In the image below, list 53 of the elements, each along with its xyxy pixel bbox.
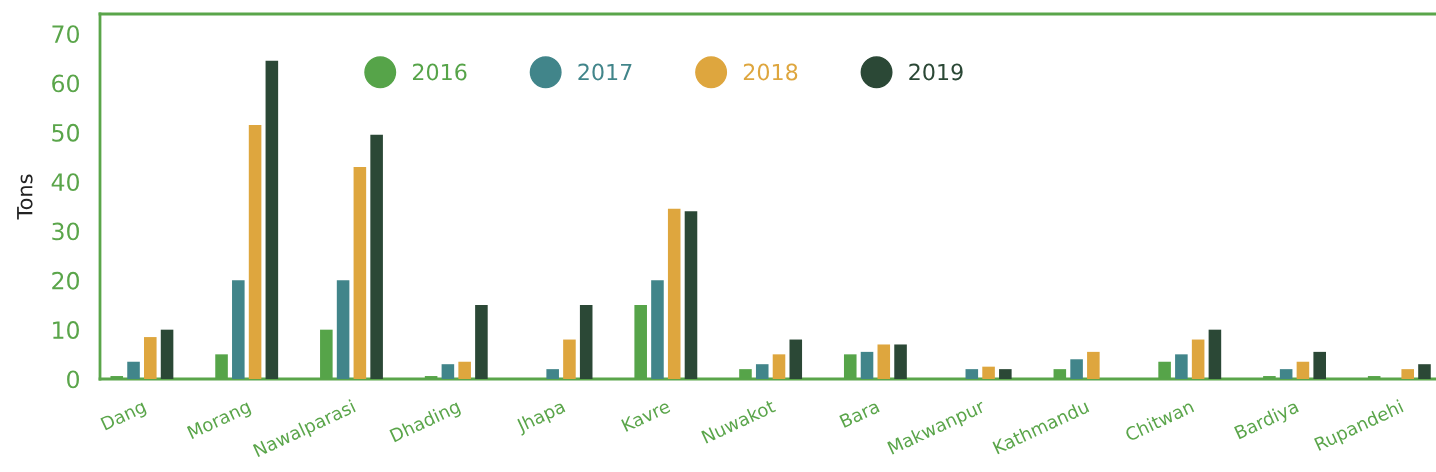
bar (265, 60, 279, 379)
y-tick-label: 30 (52, 222, 79, 241)
bar (1087, 351, 1100, 379)
y-tick-label: 70 (52, 25, 79, 44)
bar (894, 344, 907, 379)
bar (1401, 369, 1414, 379)
bar (232, 280, 245, 379)
bar (860, 351, 874, 379)
bar (965, 369, 979, 379)
y-tick-label: 0 (67, 370, 79, 389)
bar (370, 134, 383, 379)
bar (1070, 359, 1083, 379)
y-tick-label: 40 (51, 173, 79, 192)
bar (755, 364, 769, 379)
legend-label: 2018 (743, 63, 798, 81)
bar (982, 366, 995, 379)
bar (127, 361, 140, 379)
y-tick-label: 20 (52, 271, 79, 290)
bar (563, 339, 576, 379)
legend-label: 2019 (909, 63, 963, 81)
bar (160, 329, 174, 379)
bar (458, 361, 471, 379)
bar (475, 305, 488, 379)
bar (1418, 364, 1431, 379)
bar (1175, 354, 1188, 379)
bar (336, 280, 350, 379)
legend-label: 2017 (578, 63, 632, 81)
bar (1279, 369, 1293, 379)
bar (772, 354, 786, 379)
bar (1191, 339, 1205, 379)
bar (651, 280, 664, 379)
x-tick-label: Dang (100, 399, 148, 434)
legend-label: 2016 (412, 63, 467, 81)
bar (579, 305, 593, 379)
x-tick-label: Kavre (621, 399, 671, 433)
y-tick-label: 60 (52, 74, 79, 93)
bar (546, 369, 559, 379)
bar (1208, 329, 1222, 379)
y-tick-label: 50 (52, 123, 79, 142)
bar (441, 364, 455, 379)
y-tick-label: 10 (53, 321, 79, 339)
bar (877, 344, 891, 379)
bar (999, 369, 1012, 379)
x-tick-label: Bara (839, 399, 880, 429)
bar (789, 339, 803, 379)
bar (1296, 361, 1310, 379)
y-axis-title: Tons (17, 174, 33, 220)
bar (1313, 351, 1326, 379)
bar (353, 166, 367, 379)
bar (684, 211, 698, 379)
bar (144, 337, 157, 379)
bar (248, 124, 262, 379)
bar (667, 208, 681, 379)
